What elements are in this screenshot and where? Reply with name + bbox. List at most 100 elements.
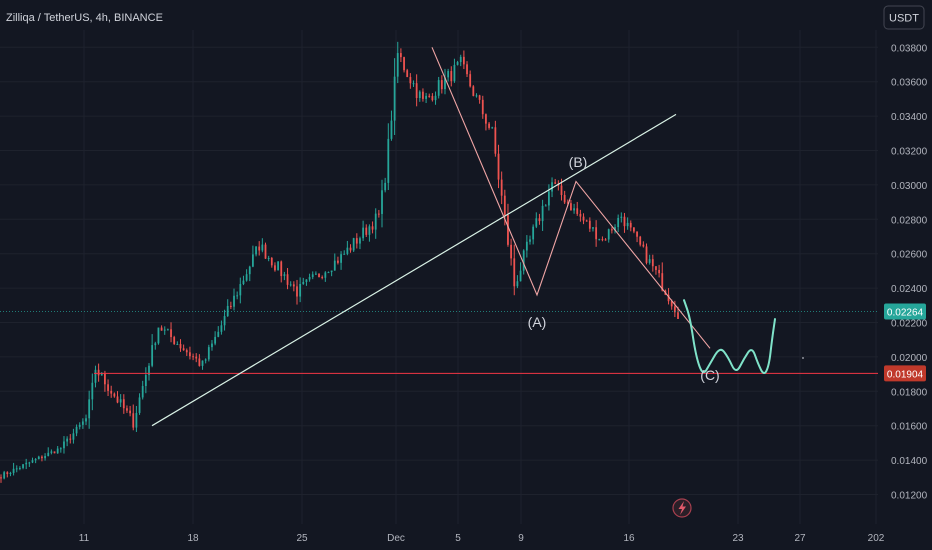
candle[interactable] bbox=[614, 224, 616, 234]
candle[interactable] bbox=[535, 212, 538, 229]
candle[interactable] bbox=[371, 221, 374, 234]
candle[interactable] bbox=[384, 177, 387, 193]
candle[interactable] bbox=[292, 281, 295, 292]
candle[interactable] bbox=[144, 367, 147, 394]
candle[interactable] bbox=[340, 251, 342, 270]
candle[interactable] bbox=[440, 75, 443, 94]
candle[interactable] bbox=[529, 235, 531, 245]
candle[interactable] bbox=[50, 449, 53, 455]
candle[interactable] bbox=[437, 76, 440, 99]
candle[interactable] bbox=[0, 474, 2, 483]
candle[interactable] bbox=[601, 236, 604, 242]
candle[interactable] bbox=[261, 238, 264, 253]
candle[interactable] bbox=[189, 346, 191, 360]
candle[interactable] bbox=[170, 322, 172, 343]
candle[interactable] bbox=[346, 240, 349, 256]
candle[interactable] bbox=[217, 326, 220, 338]
candle[interactable] bbox=[81, 418, 84, 429]
candle[interactable] bbox=[582, 213, 585, 225]
candle[interactable] bbox=[337, 256, 339, 265]
candle[interactable] bbox=[563, 190, 566, 205]
candle[interactable] bbox=[620, 212, 623, 223]
candle[interactable] bbox=[223, 309, 226, 331]
candle[interactable] bbox=[481, 95, 484, 119]
candle[interactable] bbox=[264, 242, 267, 259]
candle[interactable] bbox=[324, 271, 327, 282]
candle[interactable] bbox=[522, 249, 525, 275]
candle[interactable] bbox=[469, 70, 472, 88]
candle[interactable] bbox=[472, 85, 475, 97]
candle[interactable] bbox=[639, 235, 642, 247]
candle[interactable] bbox=[519, 262, 522, 282]
candle[interactable] bbox=[645, 243, 648, 265]
candle[interactable] bbox=[31, 457, 34, 464]
candle[interactable] bbox=[204, 358, 207, 364]
candle[interactable] bbox=[305, 279, 308, 286]
candle[interactable] bbox=[56, 446, 59, 454]
candle[interactable] bbox=[236, 291, 239, 300]
candle[interactable] bbox=[604, 238, 607, 241]
candle[interactable] bbox=[478, 94, 481, 104]
candle[interactable] bbox=[447, 68, 450, 82]
candle[interactable] bbox=[176, 341, 179, 346]
candle[interactable] bbox=[497, 144, 500, 189]
candle[interactable] bbox=[425, 92, 427, 104]
candle[interactable] bbox=[59, 447, 62, 453]
candle[interactable] bbox=[368, 224, 371, 242]
candle[interactable] bbox=[245, 269, 248, 282]
candle[interactable] bbox=[466, 61, 468, 78]
candle[interactable] bbox=[12, 462, 15, 476]
candle[interactable] bbox=[406, 68, 409, 78]
candle[interactable] bbox=[85, 414, 87, 426]
candle[interactable] bbox=[157, 327, 160, 345]
candlesticks[interactable] bbox=[0, 41, 679, 483]
candle[interactable] bbox=[661, 262, 664, 292]
candle[interactable] bbox=[456, 60, 459, 66]
candle[interactable] bbox=[365, 224, 368, 238]
candle[interactable] bbox=[314, 271, 317, 275]
candle[interactable] bbox=[573, 203, 575, 214]
candle[interactable] bbox=[655, 266, 657, 275]
candle[interactable] bbox=[633, 227, 635, 234]
candle[interactable] bbox=[362, 220, 365, 241]
candle[interactable] bbox=[418, 90, 421, 102]
candle[interactable] bbox=[648, 254, 651, 265]
candle[interactable] bbox=[53, 451, 56, 454]
candle[interactable] bbox=[141, 380, 144, 400]
candle[interactable] bbox=[541, 199, 544, 231]
candle[interactable] bbox=[444, 68, 446, 95]
candle[interactable] bbox=[166, 328, 169, 331]
candle[interactable] bbox=[330, 270, 333, 277]
candle[interactable] bbox=[510, 238, 513, 266]
candle[interactable] bbox=[488, 122, 490, 130]
candle[interactable] bbox=[412, 80, 415, 87]
lightning-icon[interactable] bbox=[672, 498, 692, 518]
candle[interactable] bbox=[119, 394, 122, 408]
drawings-layer[interactable]: (A) (B) (C) bbox=[0, 47, 878, 427]
candle[interactable] bbox=[538, 213, 541, 225]
candle[interactable] bbox=[607, 228, 610, 243]
candle[interactable] bbox=[274, 262, 276, 272]
candle[interactable] bbox=[229, 301, 232, 310]
candle[interactable] bbox=[333, 253, 336, 271]
candle[interactable] bbox=[393, 58, 396, 136]
candle[interactable] bbox=[97, 363, 100, 382]
candle[interactable] bbox=[359, 236, 361, 250]
candle[interactable] bbox=[173, 335, 176, 345]
candle[interactable] bbox=[185, 348, 188, 356]
candle[interactable] bbox=[138, 393, 141, 415]
candle[interactable] bbox=[129, 405, 132, 417]
candle[interactable] bbox=[462, 50, 465, 70]
abc-wave-line[interactable] bbox=[431, 47, 711, 349]
candle[interactable] bbox=[242, 275, 245, 286]
candle[interactable] bbox=[658, 264, 661, 278]
candle[interactable] bbox=[88, 390, 91, 429]
candle[interactable] bbox=[233, 288, 235, 311]
candle[interactable] bbox=[286, 268, 289, 290]
candle[interactable] bbox=[494, 120, 497, 157]
candle[interactable] bbox=[66, 436, 69, 447]
candle[interactable] bbox=[623, 212, 626, 233]
candle[interactable] bbox=[182, 344, 185, 351]
candle[interactable] bbox=[547, 184, 550, 211]
